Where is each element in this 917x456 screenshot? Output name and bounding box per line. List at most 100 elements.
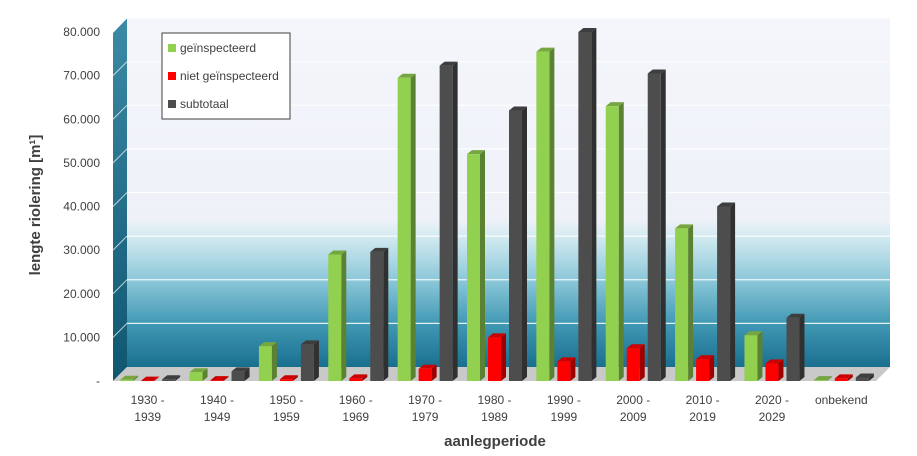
y-tick-label: -	[96, 374, 100, 388]
bar-side	[639, 344, 645, 381]
y-tick-label: 30.000	[63, 243, 100, 257]
bar-side	[757, 331, 763, 381]
bar-side	[501, 333, 506, 381]
bar-front	[626, 348, 640, 381]
bar-side	[452, 61, 458, 382]
bar-side	[410, 73, 416, 382]
bar-top	[120, 375, 139, 380]
bar	[765, 359, 784, 381]
bar	[370, 247, 389, 381]
x-tick-label: 2020 -	[755, 393, 789, 407]
bar-side	[341, 250, 347, 381]
x-tick-label: 1940 -	[200, 393, 234, 407]
bars	[120, 28, 874, 382]
bar	[834, 374, 853, 381]
bar-side	[868, 373, 874, 381]
bar-top	[536, 47, 555, 52]
bar-top	[210, 376, 229, 381]
bar-top	[717, 202, 736, 207]
bar-top	[370, 247, 389, 252]
x-axis-ticks: 1930 - 1939 1940 - 1949 1950 - 1959 1960 - 1969…	[131, 393, 868, 424]
gridline-side	[112, 279, 128, 295]
bar-front	[647, 73, 661, 381]
legend-label: niet geïnspecteerd	[180, 69, 279, 83]
bar-side	[175, 375, 181, 381]
x-tick-label: 1969	[342, 410, 369, 424]
bar-top	[834, 374, 853, 379]
bar-side	[778, 359, 784, 381]
bar-top	[744, 331, 763, 336]
bar	[120, 375, 139, 381]
x-tick-label: 1949	[204, 410, 231, 424]
bar-front	[717, 206, 731, 381]
bar	[626, 344, 645, 381]
bar-front	[279, 379, 293, 381]
bar-side	[730, 202, 736, 381]
bar-side	[292, 375, 298, 381]
bar	[349, 374, 368, 381]
legend-box	[161, 32, 291, 120]
bar-side	[591, 28, 597, 381]
bar	[717, 202, 736, 381]
bar-front	[488, 337, 501, 381]
bar-side	[549, 47, 555, 381]
legend-swatch	[168, 44, 176, 52]
bar-front	[855, 377, 869, 381]
x-tick-label: 1930 -	[131, 393, 165, 407]
bar-front	[765, 363, 779, 381]
bar-top	[162, 375, 181, 380]
bar-top	[813, 376, 832, 381]
y-tick-label: 40.000	[63, 200, 100, 214]
bar-side	[660, 69, 666, 381]
bar	[210, 376, 229, 381]
x-tick-label: 1979	[412, 410, 439, 424]
legend: geïnspecteerd niet geïnspecteerd subtotaal	[161, 32, 291, 120]
bar	[231, 367, 250, 381]
bar	[258, 342, 277, 381]
bar-top	[855, 373, 874, 378]
bar-front	[813, 380, 827, 381]
bar-side	[480, 150, 485, 381]
y-tick-label: 10.000	[63, 330, 100, 344]
x-tick-label: 1950 -	[269, 393, 303, 407]
bar	[279, 375, 298, 381]
x-tick-label: 1960 -	[339, 393, 373, 407]
bar-side	[826, 376, 832, 381]
bar-side	[362, 374, 368, 381]
bar-front	[210, 380, 224, 381]
bar-front	[557, 361, 571, 381]
bar-front	[605, 106, 619, 381]
bar	[675, 224, 694, 381]
bar-side	[522, 106, 527, 382]
gridline-side	[112, 104, 128, 120]
bar	[328, 250, 347, 381]
bar	[696, 355, 715, 381]
bar	[162, 375, 181, 381]
y-tick-label: 80.000	[63, 25, 100, 39]
bar-side	[570, 357, 576, 381]
bar-front	[349, 378, 363, 381]
bar-front	[258, 346, 272, 381]
bar	[397, 73, 416, 382]
bar-front	[120, 379, 134, 381]
bar-front	[675, 228, 689, 381]
legend-swatch	[168, 72, 176, 80]
bar-top	[397, 73, 416, 78]
bar-top	[488, 333, 506, 338]
x-tick-label: 1939	[134, 410, 161, 424]
x-tick-label: 2009	[620, 410, 647, 424]
bar-front	[439, 65, 453, 381]
y-axis-title: lengte riolering [m¹]	[27, 135, 44, 276]
bar-side	[847, 374, 853, 381]
legend-label: geïnspecteerd	[180, 41, 256, 55]
bar-front	[300, 344, 314, 381]
gridline-side	[112, 192, 128, 207]
x-tick-label: 2029	[759, 410, 786, 424]
bar-side	[133, 375, 139, 381]
bar	[647, 69, 666, 381]
bar-side	[154, 376, 160, 381]
x-tick-label: 1959	[273, 410, 300, 424]
gridline-side	[112, 235, 128, 251]
y-tick-label: 70.000	[63, 69, 100, 83]
